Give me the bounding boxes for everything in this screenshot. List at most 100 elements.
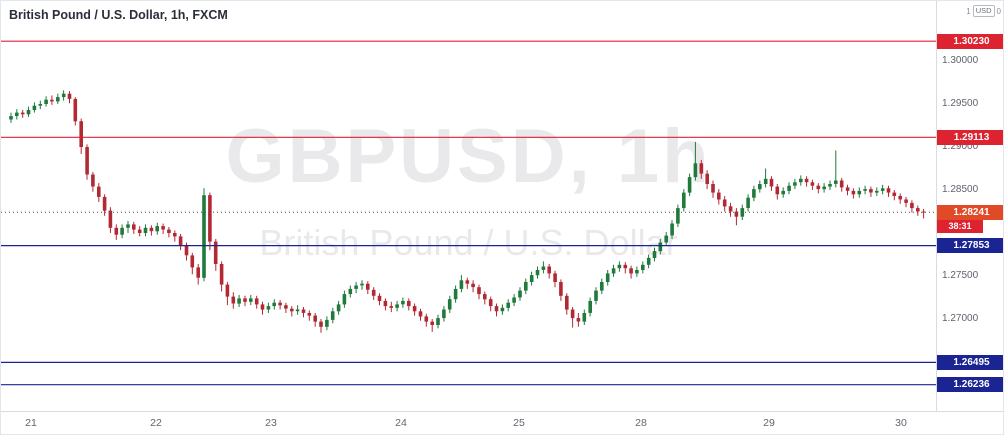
- candle-body: [295, 309, 300, 312]
- candle-body: [676, 208, 680, 224]
- candle-body: [524, 282, 528, 291]
- candle-body: [839, 180, 844, 188]
- candle-body: [717, 192, 721, 200]
- candle-body: [816, 185, 821, 190]
- candle-body: [775, 186, 780, 195]
- candle-body: [705, 173, 709, 184]
- candle-body: [225, 284, 230, 297]
- candle-body: [149, 227, 154, 232]
- candle-body: [851, 190, 856, 195]
- candle-body: [910, 202, 914, 209]
- candle-body: [588, 300, 592, 313]
- candle-body: [442, 309, 446, 319]
- time-axis[interactable]: 21 22 23 24 25 28 29 30: [1, 411, 1003, 434]
- unit-left-value: 1: [966, 6, 971, 16]
- candle-body: [202, 195, 206, 278]
- chart-pane[interactable]: GBPUSD, 1h British Pound / U.S. Dollar B…: [1, 1, 936, 411]
- price-axis-label: 1.27000: [942, 313, 979, 324]
- candle-body: [886, 188, 891, 193]
- candle-body: [366, 283, 370, 290]
- candle-body: [243, 298, 247, 302]
- candle-body: [132, 224, 136, 230]
- candle-body: [711, 184, 715, 193]
- candle-body: [73, 98, 78, 122]
- candle-body: [254, 298, 259, 305]
- candle-body: [389, 306, 393, 308]
- currency-unit-widget[interactable]: 1 USD 0: [966, 5, 1001, 17]
- candle-body: [898, 196, 902, 200]
- candle-body: [892, 192, 897, 196]
- last-price-tag: 1.28241: [937, 204, 1003, 220]
- candle-body: [167, 229, 171, 233]
- candle-body: [249, 298, 253, 302]
- candle-body: [114, 227, 119, 235]
- candle-body: [904, 199, 908, 203]
- candle-body: [377, 295, 382, 301]
- time-axis-label: 24: [395, 417, 407, 429]
- price-level-tag: 1.29113: [937, 129, 1003, 145]
- candle-body: [869, 189, 873, 193]
- candle-body: [916, 208, 920, 212]
- candle-body: [535, 270, 540, 276]
- candle-body: [623, 264, 628, 269]
- candle-body: [44, 99, 48, 104]
- candle-body: [518, 290, 522, 298]
- candle-body: [184, 245, 189, 256]
- candle-body: [325, 319, 329, 327]
- currency-toggle[interactable]: USD: [972, 5, 995, 17]
- candle-body: [231, 296, 236, 304]
- candle-body: [763, 178, 768, 184]
- candle-body: [143, 227, 148, 233]
- candle-body: [436, 318, 440, 325]
- candle-body: [477, 287, 481, 295]
- candle-body: [336, 304, 341, 312]
- candle-body: [278, 302, 282, 306]
- time-axis-label: 29: [763, 417, 775, 429]
- candle-body: [576, 318, 581, 322]
- candle-body: [565, 295, 569, 310]
- candle-body: [600, 282, 604, 291]
- candle-body: [769, 178, 774, 187]
- candle-body: [494, 306, 499, 312]
- time-axis-label: 30: [895, 417, 907, 429]
- candle-body: [173, 233, 177, 237]
- candle-body: [196, 267, 200, 278]
- candle-body: [506, 302, 510, 308]
- candle-body: [641, 264, 645, 270]
- candle-body: [354, 285, 358, 289]
- candle-body: [155, 226, 159, 232]
- candlestick-chart-canvas[interactable]: [1, 1, 936, 411]
- price-axis-label: 1.28500: [942, 184, 979, 195]
- candle-body: [863, 189, 867, 191]
- candle-body: [693, 163, 698, 178]
- candle-body: [740, 208, 745, 217]
- candle-body: [79, 121, 83, 147]
- symbol-legend[interactable]: British Pound / U.S. Dollar, 1h, FXCM: [9, 8, 228, 22]
- candle-body: [190, 255, 195, 268]
- candle-body: [611, 268, 616, 274]
- candle-body: [488, 299, 493, 307]
- time-axis-label: 25: [513, 417, 525, 429]
- candle-body: [699, 163, 704, 174]
- candle-body: [810, 182, 815, 186]
- candle-body: [570, 309, 575, 319]
- candle-body: [108, 210, 113, 228]
- candle-body: [85, 147, 89, 175]
- candle-body: [822, 186, 826, 190]
- candle-body: [237, 298, 241, 304]
- candle-body: [553, 273, 557, 282]
- candle-body: [161, 226, 165, 230]
- price-level-tag: 1.30230: [937, 33, 1003, 49]
- bar-countdown: 38:31: [937, 219, 983, 233]
- candle-body: [512, 297, 516, 303]
- price-axis[interactable]: 1 USD 0 1.30000 1.29500 1.29000 1.28500 1.27…: [936, 1, 1003, 411]
- candle-body: [97, 186, 101, 197]
- price-axis-label: 1.30000: [942, 55, 979, 66]
- candle-body: [758, 184, 762, 190]
- candle-body: [547, 266, 551, 274]
- candle-body: [804, 178, 809, 183]
- candle-body: [32, 105, 37, 110]
- candle-body: [418, 311, 423, 317]
- candle-body: [319, 321, 323, 327]
- candle-body: [670, 223, 674, 236]
